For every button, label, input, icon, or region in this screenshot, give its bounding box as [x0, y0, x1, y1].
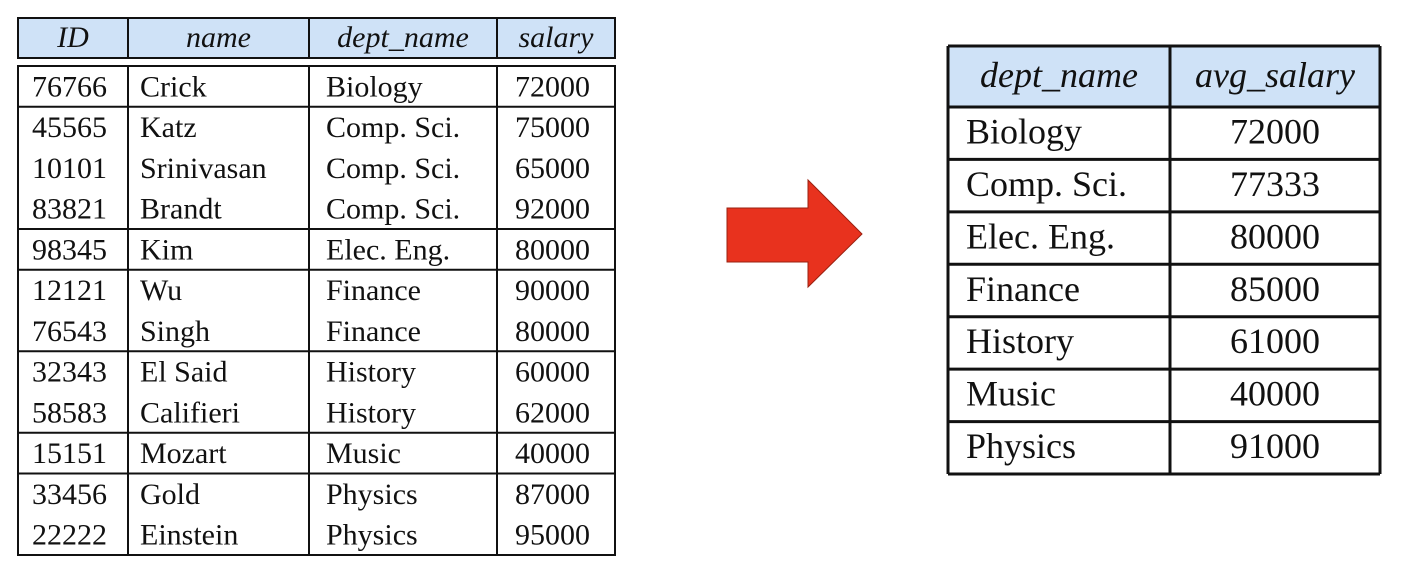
cell: Physics: [966, 426, 1076, 466]
header-bg: [17, 17, 616, 59]
cell: Comp. Sci.: [966, 164, 1127, 204]
cell: Einstein: [140, 519, 238, 552]
cell: 76766: [32, 70, 107, 103]
header-bg: [948, 46, 1380, 107]
column-header: dept_name: [980, 55, 1138, 95]
cell: 76543: [32, 315, 107, 348]
cell: 77333: [1230, 164, 1320, 204]
cell: 72000: [515, 70, 590, 103]
cell: 92000: [515, 193, 590, 226]
cell: Physics: [326, 519, 418, 552]
cell: Finance: [966, 269, 1080, 309]
cell: History: [326, 356, 416, 389]
cell: 80000: [1230, 216, 1320, 256]
cell: Katz: [140, 111, 197, 144]
cell: Finance: [326, 315, 421, 348]
cell: Physics: [326, 478, 418, 511]
cell: 85000: [1230, 269, 1320, 309]
cell: 40000: [515, 437, 590, 470]
cell: Comp. Sci.: [326, 193, 460, 226]
cell: 62000: [515, 396, 590, 429]
cell: 61000: [1230, 321, 1320, 361]
cell: 90000: [515, 274, 590, 307]
cell: Biology: [966, 111, 1082, 151]
column-header: name: [186, 21, 251, 54]
column-header: salary: [519, 21, 595, 54]
cell: Crick: [140, 70, 207, 103]
cell: 87000: [515, 478, 590, 511]
cell: Music: [966, 374, 1056, 414]
cell: History: [966, 321, 1074, 361]
cell: 75000: [515, 111, 590, 144]
cell: Brandt: [140, 193, 222, 226]
cell: 58583: [32, 396, 107, 429]
arrow: [726, 178, 863, 289]
cell: 60000: [515, 356, 590, 389]
cell: Wu: [140, 274, 182, 307]
cell: 10101: [32, 152, 107, 185]
cell: 12121: [32, 274, 107, 307]
cell: 72000: [1230, 111, 1320, 151]
cell: 45565: [32, 111, 107, 144]
table-border: [17, 65, 616, 556]
cell: 15151: [32, 437, 107, 470]
cell: Srinivasan: [140, 152, 267, 185]
cell: Califieri: [140, 396, 240, 429]
column-header: avg_salary: [1195, 55, 1355, 95]
cell: Elec. Eng.: [966, 216, 1115, 256]
cell: 65000: [515, 152, 590, 185]
cell: 80000: [515, 315, 590, 348]
cell: 95000: [515, 519, 590, 552]
cell: 91000: [1230, 426, 1320, 466]
cell: Finance: [326, 274, 421, 307]
cell: Kim: [140, 233, 193, 266]
cell: 32343: [32, 356, 107, 389]
cell: Music: [326, 437, 401, 470]
cell: Comp. Sci.: [326, 111, 460, 144]
column-header: dept_name: [337, 21, 469, 54]
cell: 83821: [32, 193, 107, 226]
column-header: ID: [56, 21, 89, 54]
cell: Biology: [326, 70, 423, 103]
cell: 80000: [515, 233, 590, 266]
cell: El Said: [140, 356, 228, 389]
cell: 33456: [32, 478, 107, 511]
cell: Singh: [140, 315, 210, 348]
cell: History: [326, 396, 416, 429]
cell: 98345: [32, 233, 107, 266]
cell: 22222: [32, 519, 107, 552]
cell: Comp. Sci.: [326, 152, 460, 185]
cell: Mozart: [140, 437, 227, 470]
cell: Gold: [140, 478, 200, 511]
cell: 40000: [1230, 374, 1320, 414]
cell: Elec. Eng.: [326, 233, 450, 266]
